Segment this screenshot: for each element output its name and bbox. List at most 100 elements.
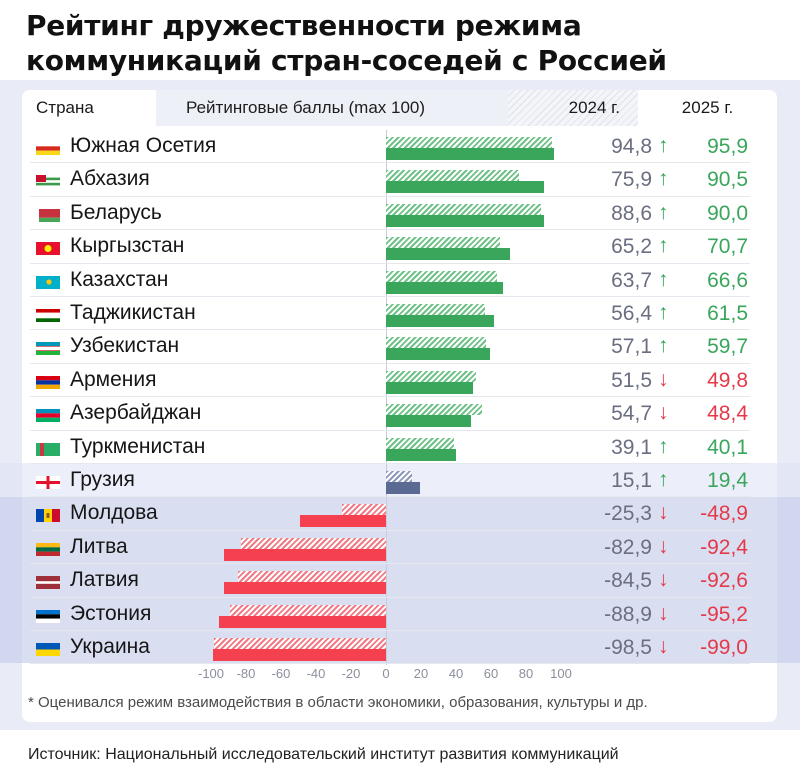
table-row: Азербайджан 54,7 ↓ 48,4 bbox=[30, 397, 750, 431]
table-row: Латвия -84,5 ↓ -92,6 bbox=[30, 564, 750, 598]
uzbekistan-flag-icon bbox=[36, 342, 60, 356]
country-name: Кыргызстан bbox=[70, 234, 185, 258]
bar-2024 bbox=[213, 638, 386, 649]
axis-tick: 80 bbox=[518, 666, 534, 681]
bar-2024 bbox=[386, 337, 486, 349]
arrow-up-icon: ↑ bbox=[658, 301, 669, 324]
table-row: Таджикистан 56,4 ↑ 61,5 bbox=[30, 297, 750, 331]
bar-2024 bbox=[341, 504, 386, 516]
bar-2025 bbox=[386, 281, 503, 294]
country-name: Литва bbox=[70, 534, 128, 558]
turkmenistan-flag-icon bbox=[36, 442, 60, 456]
arrow-up-icon: ↑ bbox=[658, 267, 669, 291]
value-2024: -88,9 bbox=[604, 602, 652, 626]
column-header-scores: Рейтинговые баллы (max 100) bbox=[156, 90, 508, 126]
bar-2025 bbox=[223, 582, 386, 595]
table-row: Литва -82,9 ↓ -92,4 bbox=[30, 531, 750, 565]
table-row: Молдова -25,3 ↓ -48,9 bbox=[30, 497, 750, 531]
axis-tick: 20 bbox=[413, 666, 429, 681]
bar-2024 bbox=[386, 137, 552, 148]
country-name: Южная Осетия bbox=[70, 134, 217, 157]
value-2025: -92,4 bbox=[700, 535, 748, 559]
tajikistan-flag-icon bbox=[36, 309, 60, 322]
arrow-down-icon: ↓ bbox=[658, 534, 669, 558]
value-2025: -92,6 bbox=[700, 569, 748, 593]
bar-2024 bbox=[386, 437, 455, 449]
value-2024: 57,1 bbox=[611, 335, 652, 359]
axis-tick: -40 bbox=[306, 666, 326, 681]
bar-2024 bbox=[230, 604, 386, 616]
axis-tick: 100 bbox=[550, 666, 572, 681]
value-2024: -82,9 bbox=[604, 535, 652, 559]
axis-tick: 40 bbox=[448, 666, 464, 681]
table-row: Украина -98,5 ↓ -99,0 bbox=[30, 631, 750, 665]
value-2025: 48,4 bbox=[707, 402, 748, 426]
arrow-down-icon: ↓ bbox=[658, 501, 669, 525]
arrow-down-icon: ↓ bbox=[658, 568, 669, 592]
table-row: Армения 51,5 ↓ 49,8 bbox=[30, 364, 750, 398]
value-2024: -98,5 bbox=[604, 636, 652, 659]
value-2025: 59,7 bbox=[707, 335, 748, 359]
table-row: Абхазия 75,9 ↑ 90,5 bbox=[30, 163, 750, 197]
country-name: Украина bbox=[70, 635, 150, 658]
value-2024: 51,5 bbox=[611, 368, 652, 392]
value-2025: 70,7 bbox=[707, 235, 748, 259]
table-row: Грузия 15,1 ↑ 19,4 bbox=[30, 464, 750, 498]
value-2025: 95,9 bbox=[707, 135, 748, 158]
abkhazia-flag-icon bbox=[36, 175, 60, 189]
arrow-up-icon: ↑ bbox=[658, 434, 669, 458]
kazakhstan-flag-icon bbox=[36, 275, 60, 289]
table-row: Кыргызстан 65,2 ↑ 70,7 bbox=[30, 230, 750, 264]
value-2024: 65,2 bbox=[611, 235, 652, 259]
kyrgyzstan-flag-icon bbox=[36, 242, 60, 256]
bar-2025 bbox=[212, 649, 386, 661]
value-2024: 39,1 bbox=[611, 435, 652, 459]
value-2024: 56,4 bbox=[611, 302, 652, 325]
bar-2025 bbox=[219, 615, 386, 628]
bar-2025 bbox=[386, 482, 420, 494]
value-2024: 54,7 bbox=[611, 402, 652, 426]
country-name: Абхазия bbox=[70, 167, 150, 191]
bar-2025 bbox=[386, 148, 554, 160]
value-2024: 15,1 bbox=[611, 469, 652, 492]
bar-2024 bbox=[386, 203, 542, 215]
arrow-up-icon: ↑ bbox=[658, 200, 669, 224]
ukraine-flag-icon bbox=[36, 643, 60, 656]
country-name: Казахстан bbox=[70, 267, 169, 291]
bar-2025 bbox=[386, 415, 471, 428]
bar-2024 bbox=[386, 404, 482, 416]
value-2025: 61,5 bbox=[707, 302, 748, 325]
value-2025: -99,0 bbox=[700, 636, 748, 659]
country-name: Беларусь bbox=[70, 200, 162, 224]
table-row: Южная Осетия 94,8 ↑ 95,9 bbox=[30, 130, 750, 164]
value-2024: 63,7 bbox=[611, 268, 652, 292]
bar-2025 bbox=[386, 248, 510, 261]
zero-axis-line bbox=[386, 130, 387, 665]
bar-2025 bbox=[386, 315, 494, 327]
armenia-flag-icon bbox=[36, 375, 60, 389]
arrow-up-icon: ↑ bbox=[658, 134, 669, 157]
value-2025: -95,2 bbox=[700, 602, 748, 626]
value-2025: 40,1 bbox=[707, 435, 748, 459]
legend-2025: 2025 г. bbox=[638, 90, 777, 126]
country-name: Латвия bbox=[70, 568, 139, 592]
country-name: Молдова bbox=[70, 501, 158, 525]
table-row: Беларусь 88,6 ↑ 90,0 bbox=[30, 197, 750, 231]
value-2025: 66,6 bbox=[707, 268, 748, 292]
value-2024: 88,6 bbox=[611, 201, 652, 225]
arrow-up-icon: ↑ bbox=[658, 334, 669, 358]
latvia-flag-icon bbox=[36, 576, 60, 590]
arrow-up-icon: ↑ bbox=[658, 167, 669, 191]
table-row: Казахстан 63,7 ↑ 66,6 bbox=[30, 264, 750, 297]
axis-tick: -80 bbox=[236, 666, 256, 681]
bar-2025 bbox=[386, 181, 545, 194]
value-2024: 75,9 bbox=[611, 168, 652, 192]
georgia-flag-icon bbox=[36, 476, 60, 489]
table-row: Эстония -88,9 ↓ -95,2 bbox=[30, 598, 750, 631]
bar-2024 bbox=[238, 571, 386, 583]
value-2025: 90,5 bbox=[707, 168, 748, 192]
value-2025: 90,0 bbox=[707, 201, 748, 225]
value-2024: -84,5 bbox=[604, 569, 652, 593]
bar-2024 bbox=[386, 471, 413, 482]
bar-2024 bbox=[386, 237, 501, 249]
